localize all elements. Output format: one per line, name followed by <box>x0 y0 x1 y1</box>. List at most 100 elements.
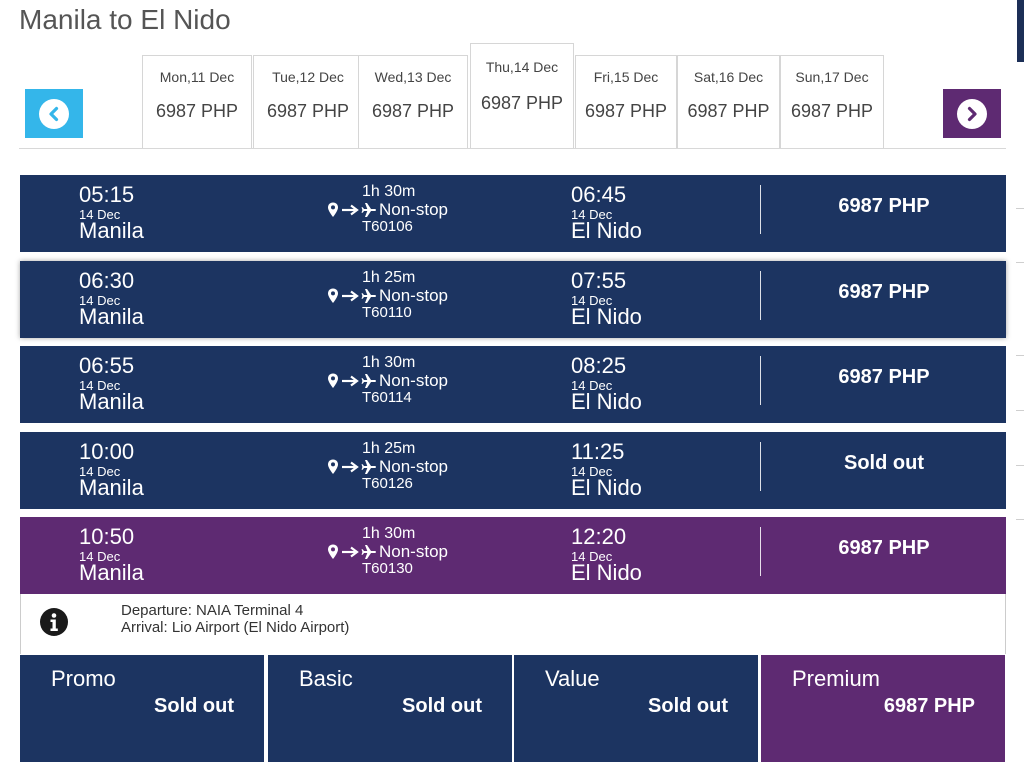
stops-label: Non-stop <box>379 286 448 305</box>
flight-row[interactable]: 06:55 14 Dec Manila 1h 30m Non-stop T601… <box>20 346 1006 423</box>
divider <box>1016 355 1024 356</box>
arrival-time: 12:20 <box>571 524 627 549</box>
plane-icon <box>361 289 376 303</box>
date-tab-mon[interactable]: Mon,11 Dec 6987 PHP <box>142 55 252 148</box>
arrival-time: 07:55 <box>571 268 627 293</box>
flight-number: T60110 <box>362 304 412 321</box>
plane-icon <box>361 203 376 217</box>
flight-number: T60130 <box>362 560 413 577</box>
date-tab-price: 6987 PHP <box>266 101 350 121</box>
flight-number: T60114 <box>362 389 412 406</box>
divider <box>1016 519 1024 520</box>
arrival-date: 14 Dec <box>571 549 613 564</box>
next-dates-button[interactable] <box>943 89 1001 138</box>
flight-row-selected[interactable]: 10:50 14 Dec Manila 1h 30m Non-stop T601… <box>20 517 1006 594</box>
date-tab-fri[interactable]: Fri,15 Dec 6987 PHP <box>575 55 677 148</box>
destination-city: El Nido <box>571 560 642 585</box>
date-tab-price: 6987 PHP <box>687 101 770 121</box>
divider <box>760 271 761 320</box>
departure-date: 14 Dec <box>79 207 121 222</box>
fare-name: Basic <box>299 666 353 691</box>
flight-duration: 1h 30m <box>362 354 416 371</box>
departure-date: 14 Dec <box>79 378 121 393</box>
map-pin-icon <box>328 544 338 559</box>
arrival-date: 14 Dec <box>571 293 613 308</box>
fare-option-premium[interactable]: Premium 6987 PHP <box>761 655 1005 762</box>
flight-price: Sold out <box>844 452 924 474</box>
arrow-right-icon <box>342 290 359 302</box>
destination-city: El Nido <box>571 304 642 329</box>
date-tab-price: 6987 PHP <box>371 101 455 121</box>
stops-label: Non-stop <box>379 542 448 561</box>
date-tab-day: Sun,17 Dec <box>795 69 869 85</box>
flight-duration: 1h 30m <box>362 525 416 542</box>
arrow-right-icon <box>342 375 359 387</box>
date-tab-tue[interactable]: Tue,12 Dec 6987 PHP <box>253 55 363 148</box>
date-tab-day: Mon,11 Dec <box>159 69 235 85</box>
divider <box>1016 262 1024 263</box>
scrollbar-edge[interactable] <box>1017 0 1024 62</box>
divider <box>1016 208 1024 209</box>
date-tab-price: 6987 PHP <box>790 101 874 121</box>
flight-number: T60126 <box>362 475 413 492</box>
arrival-time: 11:25 <box>571 439 625 464</box>
chevron-right-icon <box>957 98 987 129</box>
fare-name: Promo <box>51 666 116 691</box>
departure-time: 10:50 <box>79 524 135 549</box>
origin-city: Manila <box>79 218 144 243</box>
divider <box>1016 410 1024 411</box>
date-tab-sun[interactable]: Sun,17 Dec 6987 PHP <box>780 55 884 148</box>
date-tab-sat[interactable]: Sat,16 Dec 6987 PHP <box>677 55 780 148</box>
departure-date: 14 Dec <box>79 464 121 479</box>
date-tab-day: Fri,15 Dec <box>593 69 659 85</box>
date-tab-day: Thu,14 Dec <box>485 59 559 75</box>
flight-price: 6987 PHP <box>838 366 930 388</box>
origin-city: Manila <box>79 304 144 329</box>
flight-row[interactable]: 05:15 14 Dec Manila 1h 30m Non-stop T601… <box>20 175 1006 252</box>
map-pin-icon <box>328 202 338 217</box>
origin-city: Manila <box>79 389 144 414</box>
arrival-time: 08:25 <box>571 353 627 378</box>
flight-details-panel: Departure: NAIA Terminal 4 Arrival: Lio … <box>20 594 1006 654</box>
arrival-airport: Arrival: Lio Airport (El Nido Airport) <box>121 619 350 636</box>
previous-dates-button[interactable] <box>25 89 83 138</box>
flight-duration: 1h 25m <box>362 269 416 286</box>
map-pin-icon <box>328 459 338 474</box>
fare-option-value[interactable]: Value Sold out <box>514 655 758 762</box>
route-info: Non-stop <box>327 287 448 305</box>
departure-time: 06:30 <box>79 268 135 293</box>
arrival-date: 14 Dec <box>571 464 613 479</box>
departure-time: 05:15 <box>79 182 135 207</box>
destination-city: El Nido <box>571 218 642 243</box>
chevron-left-icon <box>39 98 69 129</box>
stops-label: Non-stop <box>379 371 448 390</box>
route-info: Non-stop <box>327 543 448 561</box>
destination-city: El Nido <box>571 475 642 500</box>
flight-row[interactable]: 06:30 14 Dec Manila 1h 25m Non-stop T601… <box>20 261 1006 338</box>
arrival-date: 14 Dec <box>571 207 613 222</box>
date-tab-price: 6987 PHP <box>584 101 668 121</box>
fare-name: Value <box>545 666 600 691</box>
origin-city: Manila <box>79 560 144 585</box>
plane-icon <box>361 460 376 474</box>
fare-status: 6987 PHP <box>883 695 975 717</box>
flight-number: T60106 <box>362 218 413 235</box>
date-tab-day: Sat,16 Dec <box>693 69 764 85</box>
date-tab-thu-active[interactable]: Thu,14 Dec 6987 PHP <box>470 43 574 149</box>
date-tab-wed[interactable]: Wed,13 Dec 6987 PHP <box>358 55 468 148</box>
arrow-right-icon <box>342 204 359 216</box>
date-tab-price: 6987 PHP <box>155 101 239 121</box>
flight-row[interactable]: 10:00 14 Dec Manila 1h 25m Non-stop T601… <box>20 432 1006 509</box>
page-title: Manila to El Nido <box>19 4 231 35</box>
divider <box>760 527 761 576</box>
stops-label: Non-stop <box>379 457 448 476</box>
fare-option-promo[interactable]: Promo Sold out <box>20 655 264 762</box>
arrow-right-icon <box>342 461 359 473</box>
fare-option-basic[interactable]: Basic Sold out <box>268 655 512 762</box>
fare-status: Sold out <box>402 695 482 717</box>
flight-price: 6987 PHP <box>838 537 930 559</box>
plane-icon <box>361 545 376 559</box>
divider <box>760 356 761 405</box>
fare-status: Sold out <box>648 695 728 717</box>
flight-price: 6987 PHP <box>838 281 930 303</box>
